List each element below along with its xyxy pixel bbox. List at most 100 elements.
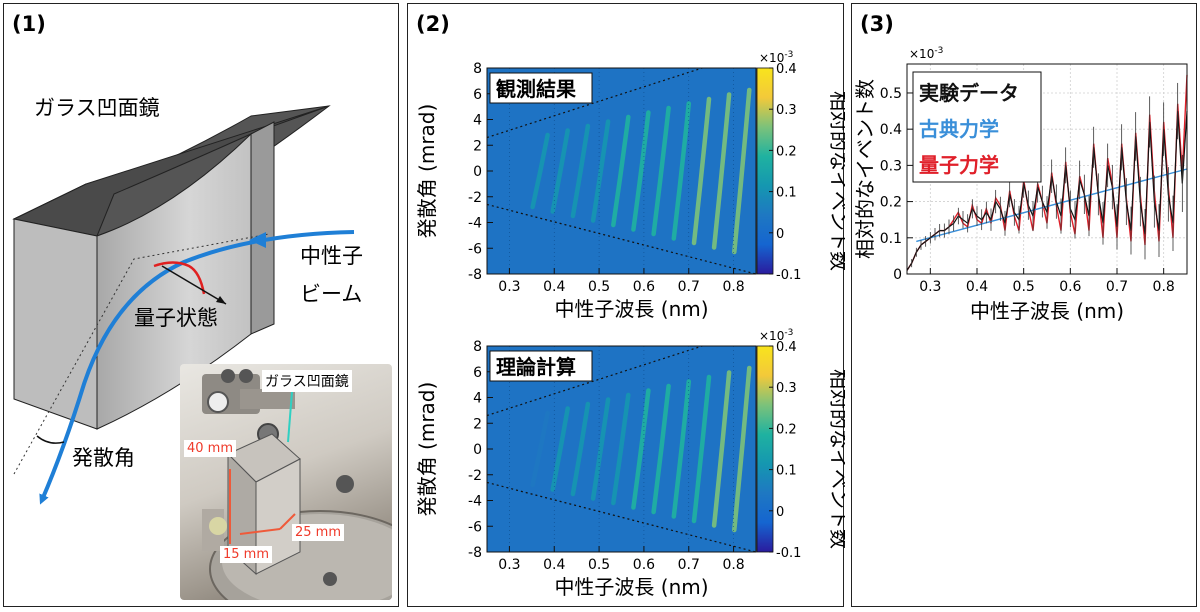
panel-2: (2) 0.3 0.4 0.5 0.6 0.7 0.8 8 6 4 2 0 -2 -4 -6 -8 観測結果中… xyxy=(407,3,845,607)
heatmap-fringe xyxy=(671,379,692,519)
colorbar-label: 相対的なイベント数 xyxy=(827,369,845,549)
x-tick-label: 0.3 xyxy=(498,557,520,573)
legend-box xyxy=(912,71,1042,183)
x-tick-label: 0.8 xyxy=(722,279,744,295)
heatmap-fringe xyxy=(711,92,732,250)
y-tick-label: 0 xyxy=(473,442,482,458)
heatmap-fringe xyxy=(530,132,550,210)
heatmap-fringe xyxy=(732,365,752,533)
legend-entry: 実験データ xyxy=(919,81,1019,105)
photo-dim-width: 15 mm xyxy=(220,546,273,563)
y-axis-label: 発散角 (mrad) xyxy=(415,104,439,239)
divergence-angle-label: 発散角 xyxy=(72,446,135,470)
colorbar-tick-label: -0.1 xyxy=(776,546,801,561)
x-tick-label: 0.8 xyxy=(722,557,744,573)
heatmap-fringe xyxy=(570,401,591,497)
mirror-right-block xyxy=(250,121,275,335)
heatmaps: 0.3 0.4 0.5 0.6 0.7 0.8 8 6 4 2 0 -2 -4 -6 -8 観測結果中性子波長… xyxy=(415,50,845,599)
heatmap-fringe xyxy=(691,374,712,524)
heatmap-fringe xyxy=(651,105,671,237)
heatmap-fringe xyxy=(711,370,732,528)
x-tick-label: 0.7 xyxy=(678,279,700,295)
y-tick-label: 0 xyxy=(893,267,902,283)
colorbar-tick-label: 0.2 xyxy=(776,144,797,159)
series-line-古典力学 xyxy=(916,168,1188,243)
y-tick-label: 0.4 xyxy=(880,122,902,138)
y-tick-label: -6 xyxy=(468,519,482,535)
x-tick-label: 0.8 xyxy=(1153,279,1175,295)
mirror-left-block xyxy=(13,218,98,430)
x-tick-label: 0.7 xyxy=(1106,279,1128,295)
legend-entry: 量子力学 xyxy=(919,153,999,177)
y-tick-label: 0 xyxy=(473,164,482,180)
heatmap-fringe xyxy=(631,388,651,510)
heatmap-fringe xyxy=(550,406,570,492)
x-axis-label: 中性子波長 (nm) xyxy=(554,575,708,599)
panel-2-label: (2) xyxy=(416,12,450,36)
colorbar-tick-label: 0.4 xyxy=(776,340,797,355)
x-tick-label: 0.4 xyxy=(543,557,565,573)
heatmap-fringe xyxy=(550,128,570,214)
colorbar-tick-label: 0.1 xyxy=(776,186,797,201)
y-tick-label: 0.5 xyxy=(880,86,902,102)
y-tick-label: 8 xyxy=(473,339,482,355)
x-tick-label: 0.5 xyxy=(588,279,610,295)
colorbar-tick-label: 0.3 xyxy=(776,381,797,396)
colorbar-label: 相対的なイベント数 xyxy=(827,91,845,271)
heatmap-fringe xyxy=(570,123,591,219)
y-multiplier: ×10-3 xyxy=(909,46,943,61)
legend-entry: 古典力学 xyxy=(919,117,999,141)
y-tick-label: 6 xyxy=(473,87,482,103)
heatmap-boundary-line xyxy=(487,481,756,552)
y-tick-label: -4 xyxy=(468,216,482,232)
heatmap-bottom-fringes xyxy=(487,346,756,552)
x-axis-label: 中性子波長 (nm) xyxy=(554,297,708,321)
heatmap-fringe xyxy=(671,101,692,241)
x-tick-label: 0.6 xyxy=(633,279,655,295)
photo-mirror-label: ガラス凹面鏡 xyxy=(262,370,352,392)
quantum-state-label: 量子状態 xyxy=(134,306,218,330)
heatmap-top-fringes xyxy=(487,68,756,274)
mirror-label: ガラス凹面鏡 xyxy=(34,96,160,120)
beam-label-line1: 中性子 xyxy=(300,244,363,268)
y-tick-label: -2 xyxy=(468,190,482,206)
heatmap-top: 0.3 0.4 0.5 0.6 0.7 0.8 8 6 4 2 0 -2 -4 -6 -8 観測結果中性子波長… xyxy=(415,50,845,321)
panel-1-label: (1) xyxy=(12,12,46,36)
x-tick-label: 0.4 xyxy=(543,279,565,295)
heatmap-fringe xyxy=(530,410,550,488)
x-tick-label: 0.6 xyxy=(633,557,655,573)
y-tick-label: -2 xyxy=(468,468,482,484)
x-tick-label: 0.7 xyxy=(678,557,700,573)
x-tick-label: 0.6 xyxy=(1059,279,1081,295)
photo-dim-height: 40 mm xyxy=(184,440,237,457)
heatmap-bottom: 0.3 0.4 0.5 0.6 0.7 0.8 8 6 4 2 0 -2 -4 -6 -8 理論計算中性子波長… xyxy=(415,328,845,599)
mirror-diagram xyxy=(12,105,355,505)
device-photo: ガラス凹面鏡 40 mm 15 mm 25 mm xyxy=(180,364,392,600)
heatmap-title: 理論計算 xyxy=(496,355,576,379)
heatmap-fringe xyxy=(631,110,651,232)
y-tick-label: 4 xyxy=(473,113,482,129)
colorbar xyxy=(756,345,774,553)
beam-label-line2: ビーム xyxy=(300,282,363,306)
colorbar-tick-label: 0.3 xyxy=(776,103,797,118)
quantum-state-wave xyxy=(153,261,206,295)
heatmap-fringe xyxy=(590,397,611,501)
y-tick-label: 2 xyxy=(473,138,482,154)
x-tick-label: 0.4 xyxy=(966,279,988,295)
y-tick-label: 8 xyxy=(473,61,482,77)
colorbar-tick-label: 0.4 xyxy=(776,62,797,77)
photo-dim-depth: 25 mm xyxy=(292,524,345,541)
panel-3-label: (3) xyxy=(860,12,894,36)
x-axis-label: 中性子波長 (nm) xyxy=(970,299,1124,323)
plot-frame xyxy=(906,63,1188,275)
heatmap-fringe xyxy=(732,87,752,255)
y-tick-label: 6 xyxy=(473,365,482,381)
panel-3: (3) 0.3 0.4 0.5 0.6 0.7 0.8 0.5 0.4 0.3 0.2 0.1 0 ×1… xyxy=(851,3,1197,607)
colorbar-tick-label: 0 xyxy=(776,227,784,242)
line-chart: 0.3 0.4 0.5 0.6 0.7 0.8 0.5 0.4 0.3 0.2 0.1 0 ×10-3 中… xyxy=(853,46,1188,323)
x-tick-label: 0.3 xyxy=(919,279,941,295)
colorbar-tick-label: -0.1 xyxy=(776,268,801,283)
heatmap-fringe xyxy=(611,392,631,506)
colorbar xyxy=(756,67,774,275)
